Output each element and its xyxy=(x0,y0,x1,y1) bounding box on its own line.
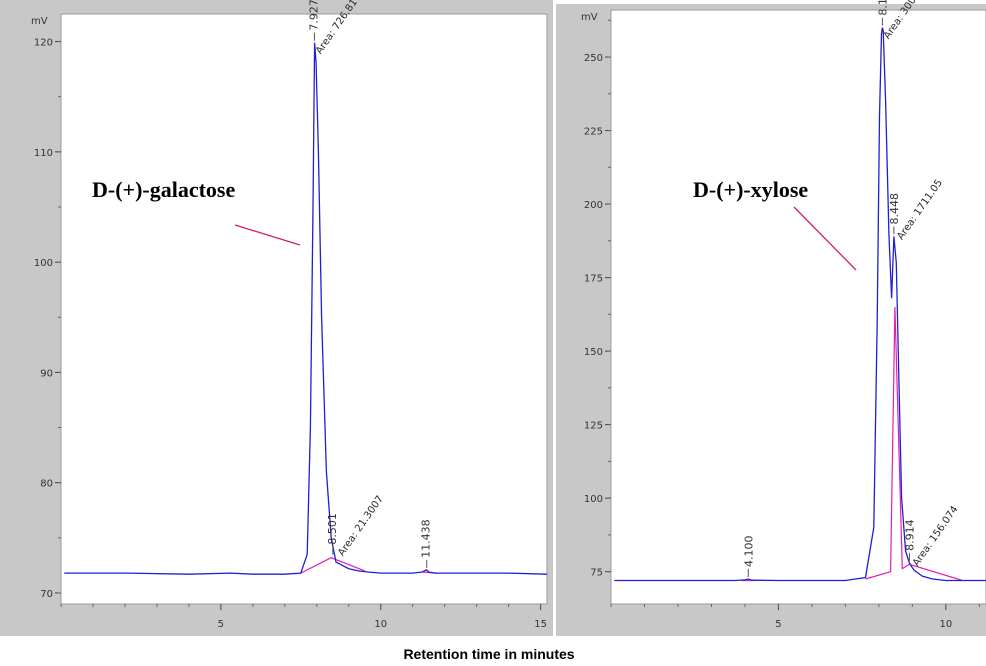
peak-rt-label: 11.438 xyxy=(420,519,433,558)
y-tick-label: 125 xyxy=(584,421,603,432)
shared-x-axis-label: Retention time in minutes xyxy=(403,646,574,662)
y-tick-label: 90 xyxy=(40,368,53,379)
y-tick-label: 200 xyxy=(584,200,603,211)
compound-label: D-(+)-galactose xyxy=(92,177,235,202)
annotation-pointer xyxy=(793,206,857,271)
plot-area xyxy=(60,13,548,605)
y-tick-label: 225 xyxy=(584,127,603,138)
y-tick-label: 75 xyxy=(590,568,603,579)
integration-baseline xyxy=(300,557,366,574)
compound-label: D-(+)-xylose xyxy=(693,177,808,202)
peak-rt-label: 4.100 xyxy=(742,536,755,568)
peak-rt-label: 8.448 xyxy=(888,193,901,225)
y-tick-label: 250 xyxy=(584,53,603,64)
peak-rt-label: 8.106 xyxy=(876,0,889,16)
annotation-pointer xyxy=(234,224,301,246)
integration-baseline xyxy=(865,306,963,582)
x-tick-label: 10 xyxy=(374,619,387,630)
plot-area xyxy=(610,9,986,605)
y-unit-label: mV xyxy=(31,16,48,27)
x-tick-label: 5 xyxy=(775,619,781,630)
peak-rt-label: 8.501 xyxy=(326,513,339,545)
x-tick-label: 15 xyxy=(534,619,547,630)
chromatogram-trace xyxy=(64,42,547,575)
y-tick-label: 175 xyxy=(584,274,603,285)
y-tick-label: 120 xyxy=(34,38,53,49)
x-tick-label: 10 xyxy=(939,619,952,630)
y-tick-label: 100 xyxy=(584,494,603,505)
y-tick-label: 150 xyxy=(584,347,603,358)
chromatogram-trace xyxy=(614,27,986,582)
peak-rt-label: 7.927 xyxy=(307,0,320,31)
y-tick-label: 80 xyxy=(40,479,53,490)
y-tick-label: 100 xyxy=(34,258,53,269)
y-unit-label: mV xyxy=(581,12,598,23)
y-tick-label: 110 xyxy=(34,148,53,159)
y-tick-label: 70 xyxy=(40,589,53,600)
chart-panel-right: 75100125150175200225250510mV4.1008.106Ar… xyxy=(556,0,986,636)
peak-rt-label: 8.914 xyxy=(903,519,916,551)
x-tick-label: 5 xyxy=(218,619,224,630)
